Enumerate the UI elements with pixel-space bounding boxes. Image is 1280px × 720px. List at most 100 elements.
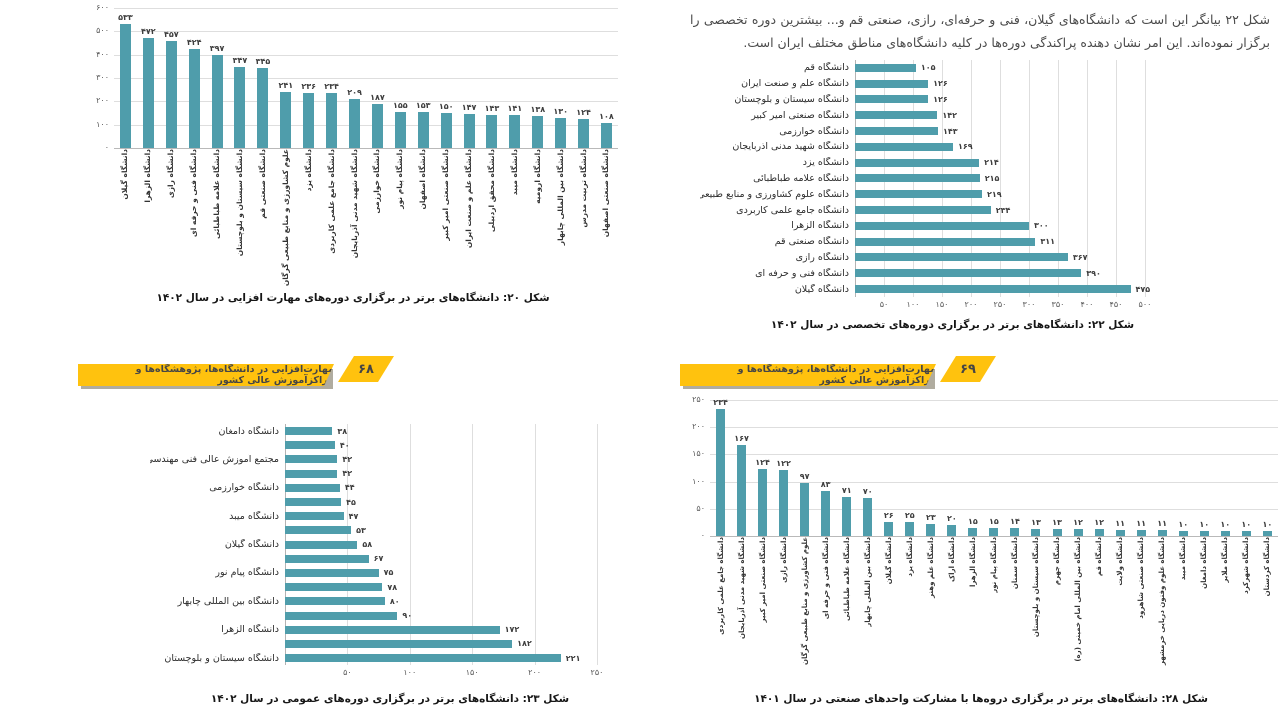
- bar-track: ۶۷: [285, 554, 630, 563]
- value-label: ۲۱۹: [987, 189, 1002, 199]
- bar: [285, 455, 338, 464]
- bar-track: ۱۴۳: [855, 127, 1205, 136]
- category-label: دانشگاه جامع علمی کاربردی: [736, 204, 849, 216]
- value-label: ۲۳۴: [713, 397, 728, 407]
- category-label: دانشگاه ملایر: [1221, 537, 1230, 583]
- category-label: دانشگاه بین المللی چابهار: [177, 595, 279, 607]
- bar-track: ۱۲۶: [855, 79, 1205, 88]
- category-slot: دانشگاه اصفهان: [412, 149, 435, 284]
- bar: [1073, 529, 1083, 536]
- bar-slot: ۴۷۲: [137, 8, 160, 148]
- chart-row: دانشگاه خوارزمی ۴۴: [150, 481, 630, 495]
- bar-slot: ۱۲۲: [773, 400, 794, 536]
- category-slot: دانشگاه رازی: [773, 537, 794, 687]
- gridline: [534, 424, 536, 666]
- bar-slot: ۲۰: [941, 400, 962, 536]
- category-label: دانشگاه خوارزمی: [209, 482, 279, 494]
- category-label: دانشگاه علم وهنر: [926, 537, 935, 598]
- bar: [1178, 530, 1188, 536]
- category-label: دانشگاه شهید مدنی آذربایجان: [732, 141, 849, 153]
- value-label: ۲۰۹: [347, 88, 362, 98]
- category-label: دانشگاه صنعتی امیر کبیر: [758, 537, 767, 623]
- x-axis-tick-label: ۱۰۰: [403, 668, 417, 678]
- chart-row: دانشگاه الزهرا ۳۰۰: [700, 218, 1205, 234]
- category-slot: دانشگاه تربیت مدرس: [572, 149, 595, 284]
- value-label: ۲۴۱: [278, 80, 294, 90]
- x-axis-tick-label: ۱۵۰: [935, 299, 949, 309]
- category-label: دانشگاه علامه طباطبائی: [212, 149, 222, 239]
- y-axis: ۰ ۱۰۰ ۲۰۰ ۳۰۰ ۴۰۰ ۵۰۰ ۶۰۰: [88, 3, 114, 152]
- x-axis-tick-label: ۵۰: [343, 668, 352, 678]
- value-label: ۴۵: [346, 497, 356, 507]
- bar: [285, 639, 513, 648]
- banner-title: مهارت‌افزایی در دانشگاه‌ها، پژوهشگاه‌ها …: [78, 364, 334, 386]
- category-label: دانشگاه صنعتی قم: [774, 236, 849, 248]
- chart-row: دانشگاه فنی و حرفه ای ۳۹۰: [700, 265, 1205, 281]
- value-label: ۱۴۲: [942, 110, 958, 120]
- category-label: دانشگاه صنعتی امیر کبیر: [441, 149, 451, 241]
- value-label: ۱۸۷: [370, 93, 385, 103]
- bar: [905, 522, 915, 536]
- bar: [855, 269, 1082, 278]
- bar: [989, 527, 999, 536]
- y-axis-tick-label: ۱۰۰: [692, 476, 705, 486]
- value-label: ۱۷۲: [504, 625, 520, 635]
- value-label: ۳۶۷: [1072, 252, 1088, 262]
- bar-slot: ۱۱: [1110, 400, 1131, 536]
- category-label: دانشگاه الزهرا: [791, 220, 849, 232]
- gridline: [472, 424, 474, 666]
- bar-slot: ۲۳۴: [320, 8, 343, 148]
- plot-wrapper: ۰ ۵۰ ۱۰۰ ۱۵۰ ۲۰۰ ۲۵۰ ۲۳۴ ۱۶۷ ۱۲۴ ۱۲۲ ۹۷ ۸۳ ۷۱ ۷۰ ۲۶ ۲۵…: [684, 395, 1278, 540]
- category-label: دانشگاه یزد: [802, 157, 849, 169]
- bar: [855, 95, 929, 104]
- category-label: دانشگاه گیلان: [120, 149, 130, 200]
- x-axis-tick-label: ۲۰۰: [964, 299, 978, 309]
- bar: [821, 490, 831, 536]
- category-label: دانشگاه اصفهان: [418, 149, 428, 210]
- category-label: دانشگاه میبد: [509, 149, 519, 196]
- bar-slot: ۲۵: [899, 400, 920, 536]
- bar: [1136, 530, 1146, 536]
- bar: [285, 625, 500, 634]
- value-label: ۲۱۵: [984, 173, 1000, 183]
- value-label: ۴۷۵: [1135, 284, 1151, 294]
- x-axis-tick-label: ۲۵۰: [590, 668, 604, 678]
- x-axis-tick-label: ۵۰: [879, 299, 889, 309]
- y-axis-tick-label: ۳۰۰: [96, 73, 109, 82]
- bar-slot: ۱۰۸: [595, 8, 618, 148]
- category-label: دانشگاه فنی و حرفه ای: [755, 267, 849, 279]
- figure-22-chart: دانشگاه قم ۱۰۵ دانشگاه علم و صنعت ایران ۱۲۶…: [700, 60, 1205, 331]
- category-label: دانشگاه میبد: [229, 510, 279, 522]
- value-label: ۴۲: [342, 469, 353, 479]
- bar: [142, 37, 154, 148]
- y-axis-tick-label: ۲۰۰: [692, 422, 705, 432]
- bar-track: ۱۰۵: [855, 63, 1205, 72]
- x-axis-labels: دانشگاه گیلان دانشگاه الزهرا دانشگاه رازی د…: [114, 149, 618, 286]
- value-label: ۲۳: [925, 512, 936, 522]
- bar: [842, 497, 852, 536]
- bar-slot: ۱۴: [1004, 400, 1025, 536]
- bar: [1262, 530, 1272, 536]
- gridline: [409, 424, 411, 666]
- category-slot: دانشگاه ملایر: [1215, 537, 1236, 687]
- category-label: دانشگاه صنعتی قم: [257, 149, 267, 219]
- category-label: دانشگاه گیلان: [884, 537, 893, 585]
- category-slot: دانشگاه علامه طباطبائی: [836, 537, 857, 687]
- category-slot: دانشگاه شهرکرد: [1236, 537, 1257, 687]
- value-label: ۱۰: [1220, 519, 1231, 529]
- bar-track: ۳۰۰: [855, 221, 1205, 230]
- y-axis-tick-label: ۴۰۰: [96, 49, 109, 59]
- category-label: دانشگاه سیستان و بلوچستان: [734, 93, 849, 105]
- value-label: ۷۰: [862, 486, 873, 496]
- bar: [509, 115, 521, 148]
- value-label: ۱۰: [1262, 519, 1273, 529]
- bar-track: ۵۸: [285, 540, 630, 549]
- value-label: ۳۱۱: [1040, 237, 1056, 247]
- bar: [1199, 530, 1209, 536]
- chart-row: دانشگاه خوارزمی ۱۴۳: [700, 123, 1205, 139]
- value-label: ۸۳: [820, 479, 831, 489]
- value-label: ۱۰: [1178, 519, 1189, 529]
- bar: [285, 554, 369, 563]
- value-label: ۱۲: [1094, 518, 1104, 528]
- bar-track: ۴۰: [285, 441, 630, 450]
